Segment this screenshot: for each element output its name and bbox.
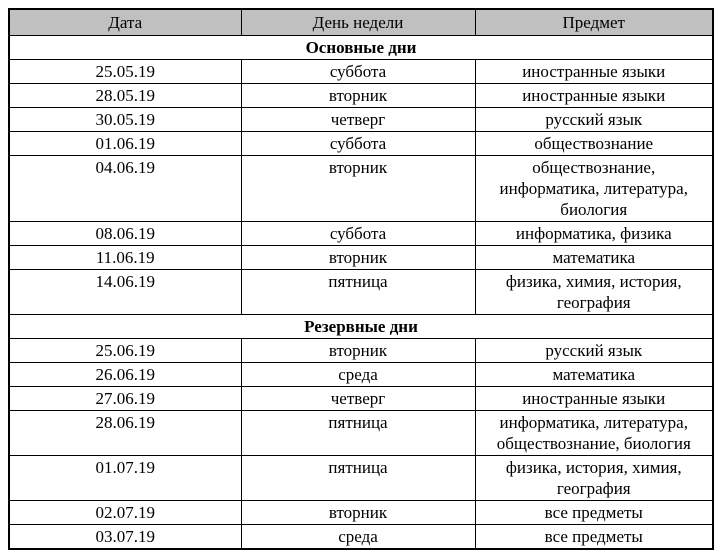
date-cell: 02.07.19 xyxy=(8,500,242,525)
day-cell: вторник xyxy=(240,338,476,363)
column-header-day: День недели xyxy=(240,8,476,36)
section-title: Основные дни xyxy=(8,35,714,60)
date-cell: 11.06.19 xyxy=(8,245,242,270)
table-row: 02.07.19 вторник все предметы xyxy=(8,500,714,525)
date-cell: 08.06.19 xyxy=(8,221,242,246)
header-row: Дата День недели Предмет xyxy=(8,8,714,36)
table-row: 25.05.19 суббота иностранные языки xyxy=(8,59,714,84)
subject-cell: информатика, литература, обществознание,… xyxy=(474,410,714,456)
subject-cell: информатика, физика xyxy=(474,221,714,246)
subject-cell: физика, история, химия, география xyxy=(474,455,714,501)
column-header-subject: Предмет xyxy=(474,8,714,36)
subject-cell: русский язык xyxy=(474,107,714,132)
subject-cell: физика, химия, история, география xyxy=(474,269,714,315)
table-row: 30.05.19 четверг русский язык xyxy=(8,107,714,132)
table-row: 08.06.19 суббота информатика, физика xyxy=(8,221,714,246)
subject-cell: все предметы xyxy=(474,524,714,550)
section-title: Резервные дни xyxy=(8,314,714,339)
section-row: Резервные дни xyxy=(8,314,714,339)
date-cell: 30.05.19 xyxy=(8,107,242,132)
day-cell: суббота xyxy=(240,221,476,246)
date-cell: 01.07.19 xyxy=(8,455,242,501)
day-cell: вторник xyxy=(240,155,476,222)
subject-cell: все предметы xyxy=(474,500,714,525)
column-header-date: Дата xyxy=(8,8,242,36)
date-cell: 14.06.19 xyxy=(8,269,242,315)
table-row: 27.06.19 четверг иностранные языки xyxy=(8,386,714,411)
day-cell: четверг xyxy=(240,386,476,411)
day-cell: вторник xyxy=(240,500,476,525)
date-cell: 28.06.19 xyxy=(8,410,242,456)
subject-cell: русский язык xyxy=(474,338,714,363)
table-row: 01.07.19 пятница физика, история, химия, г… xyxy=(8,455,714,501)
subject-cell: иностранные языки xyxy=(474,59,714,84)
table-row: 11.06.19 вторник математика xyxy=(8,245,714,270)
table-row: 25.06.19 вторник русский язык xyxy=(8,338,714,363)
section-row: Основные дни xyxy=(8,35,714,60)
date-cell: 28.05.19 xyxy=(8,83,242,108)
day-cell: суббота xyxy=(240,131,476,156)
subject-cell: математика xyxy=(474,362,714,387)
day-cell: среда xyxy=(240,362,476,387)
day-cell: пятница xyxy=(240,269,476,315)
date-cell: 04.06.19 xyxy=(8,155,242,222)
subject-cell: обществознание, информатика, литература,… xyxy=(474,155,714,222)
table-row: 03.07.19 среда все предметы xyxy=(8,524,714,550)
schedule-body: Основные дни 25.05.19 суббота иностранные я… xyxy=(8,35,714,550)
table-row: 14.06.19 пятница физика, химия, история, г… xyxy=(8,269,714,315)
subject-cell: иностранные языки xyxy=(474,83,714,108)
table-row: 01.06.19 суббота обществознание xyxy=(8,131,714,156)
day-cell: суббота xyxy=(240,59,476,84)
table-row: 04.06.19 вторник обществознание, информати… xyxy=(8,155,714,222)
subject-cell: иностранные языки xyxy=(474,386,714,411)
day-cell: вторник xyxy=(240,83,476,108)
day-cell: пятница xyxy=(240,410,476,456)
exam-schedule-page: Дата День недели Предмет Основные дни 25.… xyxy=(8,8,714,550)
date-cell: 27.06.19 xyxy=(8,386,242,411)
table-row: 28.05.19 вторник иностранные языки xyxy=(8,83,714,108)
date-cell: 25.06.19 xyxy=(8,338,242,363)
date-cell: 01.06.19 xyxy=(8,131,242,156)
table-row: 26.06.19 среда математика xyxy=(8,362,714,387)
date-cell: 26.06.19 xyxy=(8,362,242,387)
table-row: 28.06.19 пятница информатика, литература, … xyxy=(8,410,714,456)
day-cell: среда xyxy=(240,524,476,550)
date-cell: 03.07.19 xyxy=(8,524,242,550)
day-cell: вторник xyxy=(240,245,476,270)
date-cell: 25.05.19 xyxy=(8,59,242,84)
day-cell: четверг xyxy=(240,107,476,132)
subject-cell: математика xyxy=(474,245,714,270)
day-cell: пятница xyxy=(240,455,476,501)
subject-cell: обществознание xyxy=(474,131,714,156)
exam-schedule-table: Дата День недели Предмет Основные дни 25.… xyxy=(8,8,714,550)
